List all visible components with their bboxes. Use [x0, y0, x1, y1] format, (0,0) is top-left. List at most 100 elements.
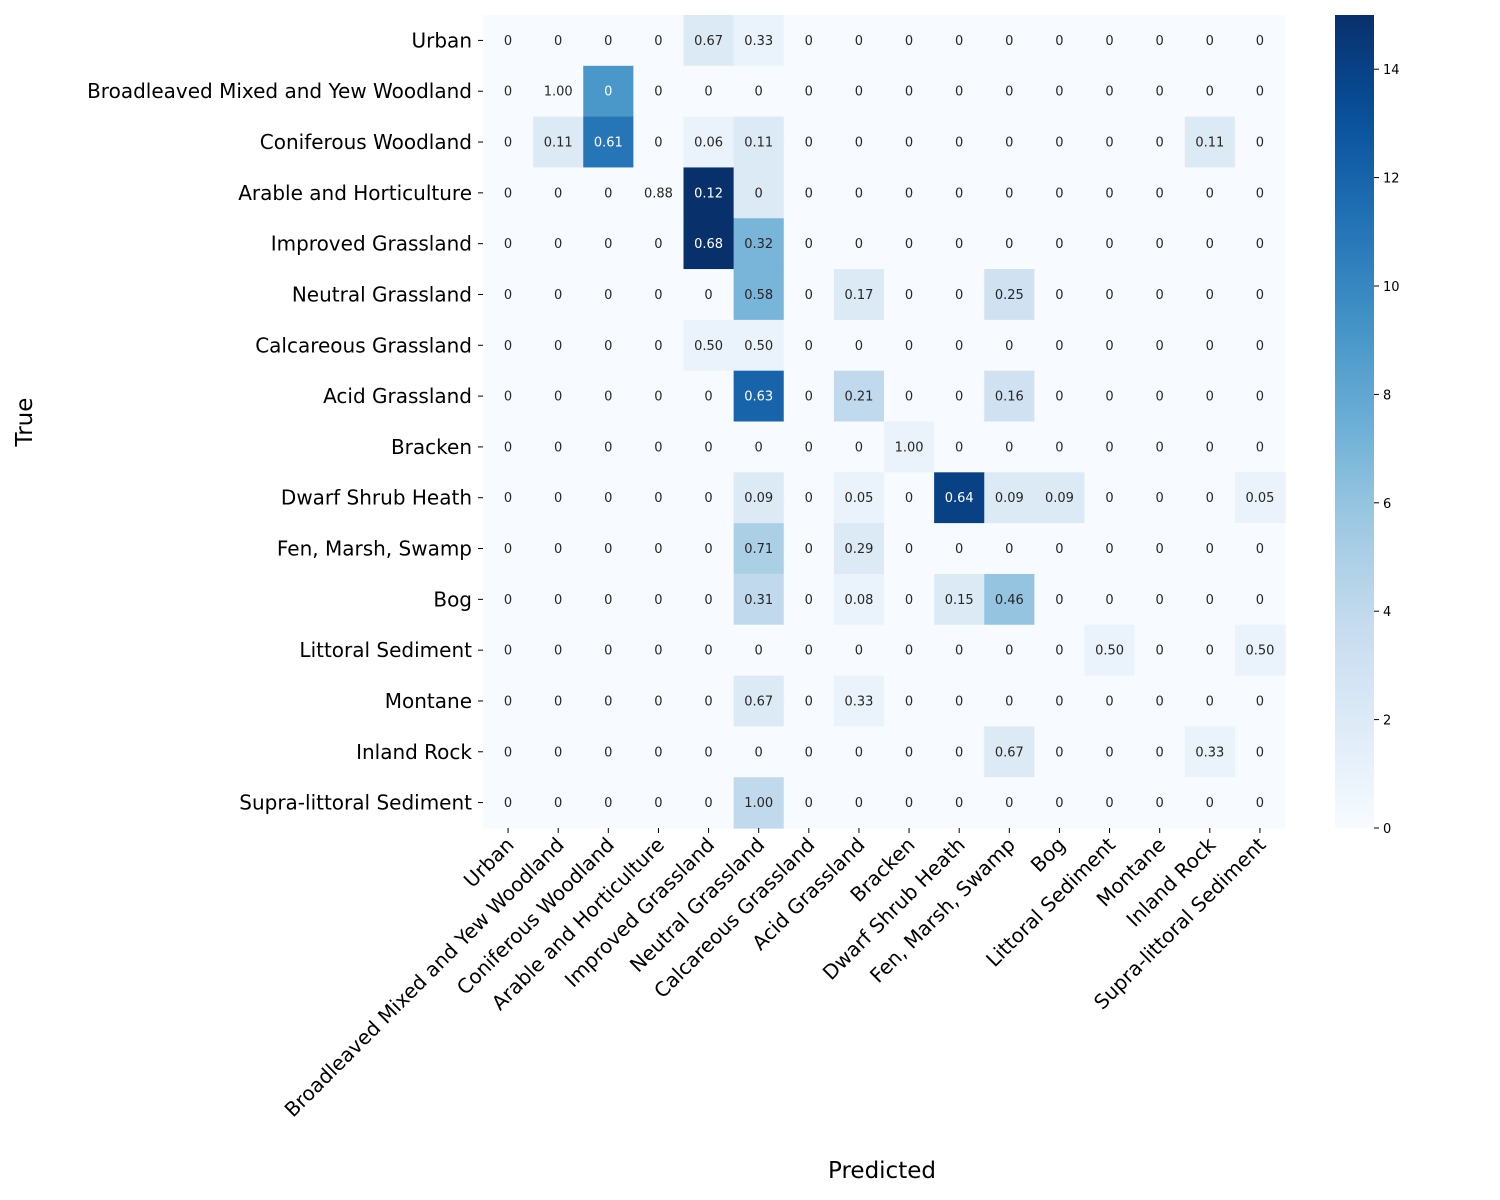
- cell-annotation: 0: [1055, 694, 1063, 709]
- heatmap-cell: [1034, 319, 1086, 372]
- cell-annotation: 0: [1156, 136, 1164, 151]
- heatmap-cell: [884, 726, 935, 778]
- heatmap-cell: [984, 523, 1035, 575]
- heatmap-cell: [884, 370, 935, 423]
- heatmap-cell: [934, 65, 985, 118]
- cell-annotation: 0: [654, 542, 662, 557]
- cell-annotation: 0.29: [844, 542, 873, 557]
- heatmap-cell: [1184, 370, 1236, 423]
- cell-annotation: 0: [905, 34, 913, 49]
- colorbar-tick-label: 6: [1383, 497, 1391, 512]
- cell-annotation: 0: [604, 339, 612, 354]
- heatmap-cell: [583, 15, 634, 67]
- cell-annotation: 0: [1105, 288, 1113, 303]
- heatmap-cell: [733, 523, 785, 575]
- cell-annotation: 0: [604, 644, 612, 659]
- cell-annotation: 0: [955, 745, 963, 760]
- heatmap-cell: [984, 15, 1035, 67]
- x-axis-label: Predicted: [828, 1158, 936, 1184]
- heatmap-cell: [583, 523, 634, 575]
- cell-annotation: 0.08: [844, 593, 873, 608]
- cell-annotation: 0: [1055, 644, 1063, 659]
- cell-annotation: 0: [654, 593, 662, 608]
- heatmap-cell: [884, 523, 935, 575]
- cell-annotation: 0.46: [995, 593, 1024, 608]
- heatmap-cell: [1034, 370, 1086, 423]
- heatmap-cell: [683, 421, 735, 473]
- heatmap-cell: [483, 319, 534, 372]
- cell-annotation: 0: [755, 644, 763, 659]
- heatmap-cell: [633, 523, 685, 575]
- heatmap-cell: [833, 777, 885, 829]
- heatmap-cell: [633, 472, 685, 524]
- heatmap-cell: [934, 624, 985, 677]
- cell-annotation: 0: [504, 542, 512, 557]
- heatmap-cell: [934, 777, 985, 829]
- heatmap-cell: [683, 269, 735, 321]
- cell-annotation: 0: [654, 34, 662, 49]
- cell-annotation: 0: [1055, 390, 1063, 405]
- cell-annotation: 0: [1256, 186, 1264, 201]
- heatmap-cell: [1234, 15, 1286, 67]
- cell-annotation: 0.50: [1245, 644, 1274, 659]
- heatmap-cell: [633, 218, 685, 270]
- heatmap-cell: [934, 573, 985, 626]
- cell-annotations: 0 0 0 0 0.67 0.33 0 0 0 0 0 0 0 0 0 0 0 1.00 0 0 0 0 0 0 0 0 0 0 0 0 0…: [504, 34, 1274, 811]
- y-tick-label: Littoral Sediment: [299, 638, 472, 662]
- cell-annotation: 0: [905, 593, 913, 608]
- heatmap-cell: [1234, 167, 1286, 219]
- cell-annotation: 0: [704, 593, 712, 608]
- cell-annotation: 0: [1206, 186, 1214, 201]
- heatmap-cell: [833, 421, 885, 473]
- heatmap-cell: [1184, 675, 1236, 727]
- heatmap-cell: [1134, 523, 1186, 575]
- heatmap-cell: [1134, 624, 1186, 677]
- heatmap-cell: [633, 319, 685, 372]
- y-tick-label: Acid Grassland: [323, 384, 472, 408]
- heatmap-cell: [1084, 15, 1136, 67]
- cell-annotation: 0: [955, 694, 963, 709]
- heatmap-cell: [934, 421, 985, 473]
- heatmap-cell: [1084, 319, 1136, 372]
- heatmap-cell: [1134, 116, 1186, 169]
- cell-annotation: 0.71: [744, 542, 773, 557]
- cell-annotation: 0: [1256, 339, 1264, 354]
- heatmap-cell: [533, 573, 584, 626]
- heatmap-cell: [683, 370, 735, 423]
- cell-annotation: 0: [755, 85, 763, 100]
- cell-annotation: 0: [1156, 491, 1164, 506]
- heatmap-cell: [884, 269, 935, 321]
- colorbar-tick-label: 0: [1383, 822, 1391, 837]
- heatmap-cell: [1084, 523, 1136, 575]
- cell-annotation: 0: [1156, 694, 1164, 709]
- heatmap-cell: [1234, 319, 1286, 372]
- y-tick-label: Bracken: [391, 435, 472, 459]
- cell-annotation: 0: [1256, 745, 1264, 760]
- heatmap-cell: [884, 218, 935, 270]
- heatmap-cell: [1134, 65, 1186, 118]
- heatmap-cell: [1134, 218, 1186, 270]
- heatmap-cell: [884, 421, 935, 473]
- heatmap-cell: [1084, 472, 1136, 524]
- cell-annotation: 0: [604, 186, 612, 201]
- y-tick-label: Montane: [385, 689, 472, 713]
- heatmap-cell: [483, 269, 534, 321]
- cell-annotation: 0.25: [995, 288, 1024, 303]
- heatmap-cell: [1234, 726, 1286, 778]
- heatmap-cell: [783, 726, 835, 778]
- cell-annotation: 0: [604, 593, 612, 608]
- heatmap-cell: [1034, 523, 1086, 575]
- heatmap-cell: [1034, 116, 1086, 169]
- cell-annotation: 0: [654, 796, 662, 811]
- cell-annotation: 0: [554, 390, 562, 405]
- heatmap-cell: [1084, 218, 1136, 270]
- cell-annotation: 0: [905, 491, 913, 506]
- cell-annotation: 0: [704, 85, 712, 100]
- heatmap-cell: [984, 675, 1035, 727]
- cell-annotation: 0: [654, 491, 662, 506]
- cell-annotation: 0: [604, 694, 612, 709]
- heatmap-cell: [533, 675, 584, 727]
- cell-annotation: 0.32: [744, 237, 773, 252]
- cell-annotation: 0: [604, 542, 612, 557]
